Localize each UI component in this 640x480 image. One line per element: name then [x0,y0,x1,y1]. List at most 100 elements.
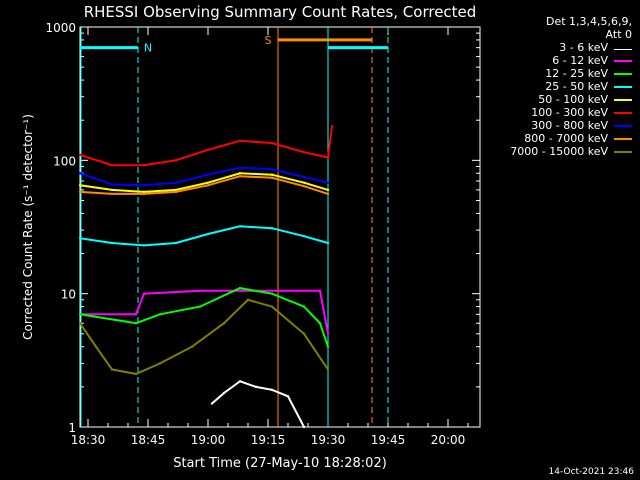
series-point-8 [110,368,114,371]
legend-label: 100 - 300 keV [531,106,608,119]
series-point-8 [326,368,330,371]
series-point-2 [78,313,82,316]
series-point-2 [158,313,162,316]
series-point-1 [142,292,146,295]
y-tick-label: 1 [68,421,76,435]
series-point-6 [326,181,330,184]
legend-swatch [614,86,632,88]
legend-header-2: Att 0 [605,28,632,41]
x-tick-label: 19:00 [191,433,226,447]
series-point-2 [198,305,202,308]
series-point-2 [302,305,306,308]
series-point-0 [238,380,242,383]
legend-entry: 12 - 25 keV [545,67,632,80]
series-point-0 [254,385,258,389]
chart-title: RHESSI Observing Summary Count Rates, Co… [84,3,477,21]
series-point-8 [78,322,82,325]
legend-entry: 800 - 7000 keV [524,132,632,145]
series-point-7 [78,190,82,194]
series-point-7 [110,192,114,196]
series-point-4 [110,188,114,192]
legend-label: 3 - 6 keV [559,41,608,54]
legend-swatch [614,60,632,62]
series-point-2 [270,292,274,295]
legend-label: 6 - 12 keV [552,54,608,67]
series-point-4 [78,184,82,187]
legend-entry: 25 - 50 keV [545,80,632,93]
y-axis-label: Corrected Count Rate (s⁻¹ detector⁻¹) [21,114,35,340]
series-point-5 [270,141,274,145]
series-point-3 [326,241,330,245]
series-point-4 [206,181,210,184]
series-point-8 [158,362,162,365]
series-line-1 [80,289,329,334]
series-point-3 [78,237,82,240]
series-point-8 [270,305,274,308]
series-point-5 [302,151,306,154]
legend-swatch [614,99,632,101]
legend-entry: 6 - 12 keV [552,54,632,67]
series-point-4 [174,188,178,192]
series-point-6 [78,172,82,175]
series-point-4 [326,188,330,192]
series-point-1 [198,289,202,293]
y-tick-label: 100 [53,154,76,168]
legend-label: 800 - 7000 keV [524,132,608,145]
series-point-6 [270,167,274,171]
legend-swatch [614,138,632,140]
legend-label: 50 - 100 keV [538,93,608,106]
series-point-7 [238,175,242,178]
series-line-8 [79,298,329,375]
series-point-8 [302,332,306,336]
series-point-5 [174,159,178,162]
series-point-3 [238,225,242,228]
plot-frame [79,26,481,428]
series-point-0 [222,391,226,395]
series-point-7 [174,190,178,194]
series-line-3 [79,225,329,247]
series-point-5 [330,125,334,128]
y-tick-label: 1000 [45,21,76,35]
series-point-1 [318,289,322,293]
series-point-5 [326,156,330,159]
series-line-0 [211,380,305,428]
x-tick-label: 18:45 [131,433,166,447]
series-line-5 [79,126,333,167]
series-point-2 [318,322,322,325]
x-tick-label: 20:00 [431,433,466,447]
x-tick-label: 19:15 [251,433,286,447]
series-point-7 [302,184,306,188]
series-point-7 [142,192,146,196]
annotation-label: N [144,42,152,55]
series-point-4 [270,173,274,176]
series-point-6 [142,184,146,187]
legend-swatch [614,46,632,50]
series-point-5 [110,163,114,167]
series-point-3 [174,241,178,245]
series-point-5 [238,139,242,143]
series-point-2 [238,286,242,290]
series-point-7 [206,184,210,187]
series-point-6 [206,173,210,176]
series-point-1 [326,332,330,336]
series-point-6 [174,181,178,184]
y-tick-label: 10 [61,288,76,302]
series-point-3 [206,232,210,236]
series-point-8 [222,322,226,325]
series-point-0 [270,388,274,392]
legend-entry: 300 - 800 keV [531,119,632,132]
legend-entry: 7000 - 15000 keV [510,145,632,158]
series-point-5 [206,148,210,151]
legend-entry: 100 - 300 keV [531,106,632,119]
series-point-8 [246,298,250,301]
series-point-8 [134,372,138,376]
series-point-2 [134,322,138,325]
x-tick-label: 18:30 [71,433,106,447]
x-tick-label: 19:45 [371,433,406,447]
legend-label: 12 - 25 keV [545,67,608,80]
series-point-8 [94,345,98,348]
legend-swatch [614,151,632,153]
series-point-4 [302,181,306,184]
legend-header-1: Det 1,3,4,5,6,9, [545,15,632,28]
legend-label: 25 - 50 keV [545,80,608,93]
